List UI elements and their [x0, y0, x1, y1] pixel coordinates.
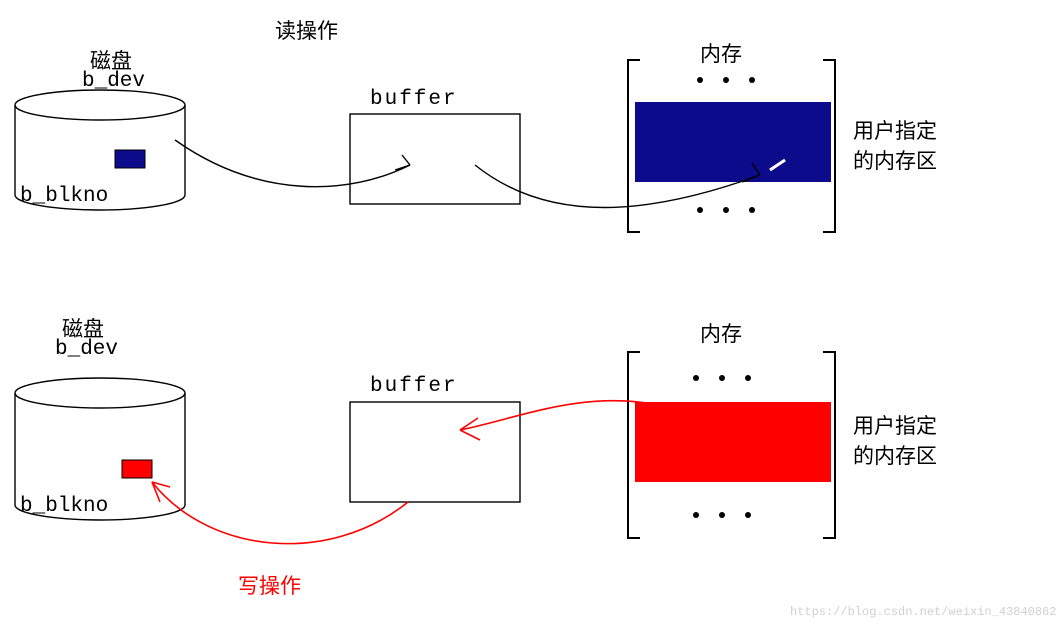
- watermark: https://blog.csdn.net/weixin_43840862: [790, 605, 1056, 619]
- memory-fill-top: [635, 102, 831, 182]
- read-op-title: 读操作: [275, 15, 338, 45]
- memory-label-top: 内存: [700, 38, 742, 68]
- disk-dev-bot: b_dev: [55, 338, 118, 361]
- user-mem-top-l1: 用户指定: [853, 115, 937, 145]
- dots-top-lower: [697, 207, 755, 213]
- dots-top-upper: [697, 77, 755, 83]
- disk-block-bot: [122, 460, 152, 478]
- user-mem-bot-l1: 用户指定: [853, 410, 937, 440]
- buffer-label-top: buffer: [370, 88, 458, 111]
- write-op-title: 写操作: [238, 570, 301, 600]
- disk-dev-top: b_dev: [82, 70, 145, 93]
- buffer-label-bot: buffer: [370, 375, 458, 398]
- memory-bracket-top: [628, 60, 835, 232]
- diagram-svg: [0, 0, 1059, 627]
- buffer-rect-bot: [350, 402, 520, 502]
- memory-bracket-bot: [628, 352, 835, 538]
- arrow-read-disk-to-buffer: [175, 140, 410, 187]
- disk-blkno-bot: b_blkno: [20, 495, 108, 518]
- disk-blkno-top: b_blkno: [20, 185, 108, 208]
- arrow-read-buffer-to-mem: [475, 163, 760, 208]
- dots-bot-lower: [693, 512, 751, 518]
- disk-block-top: [115, 150, 145, 168]
- arrow-write-buffer-to-disk: [152, 482, 408, 544]
- user-mem-bot-l2: 的内存区: [853, 440, 937, 470]
- memory-label-bot: 内存: [700, 318, 742, 348]
- dots-bot-upper: [693, 375, 751, 381]
- arrow-write-mem-to-buffer: [460, 401, 660, 440]
- user-mem-top-l2: 的内存区: [853, 145, 937, 175]
- memory-fill-bot: [635, 402, 831, 482]
- buffer-rect-top: [350, 114, 520, 204]
